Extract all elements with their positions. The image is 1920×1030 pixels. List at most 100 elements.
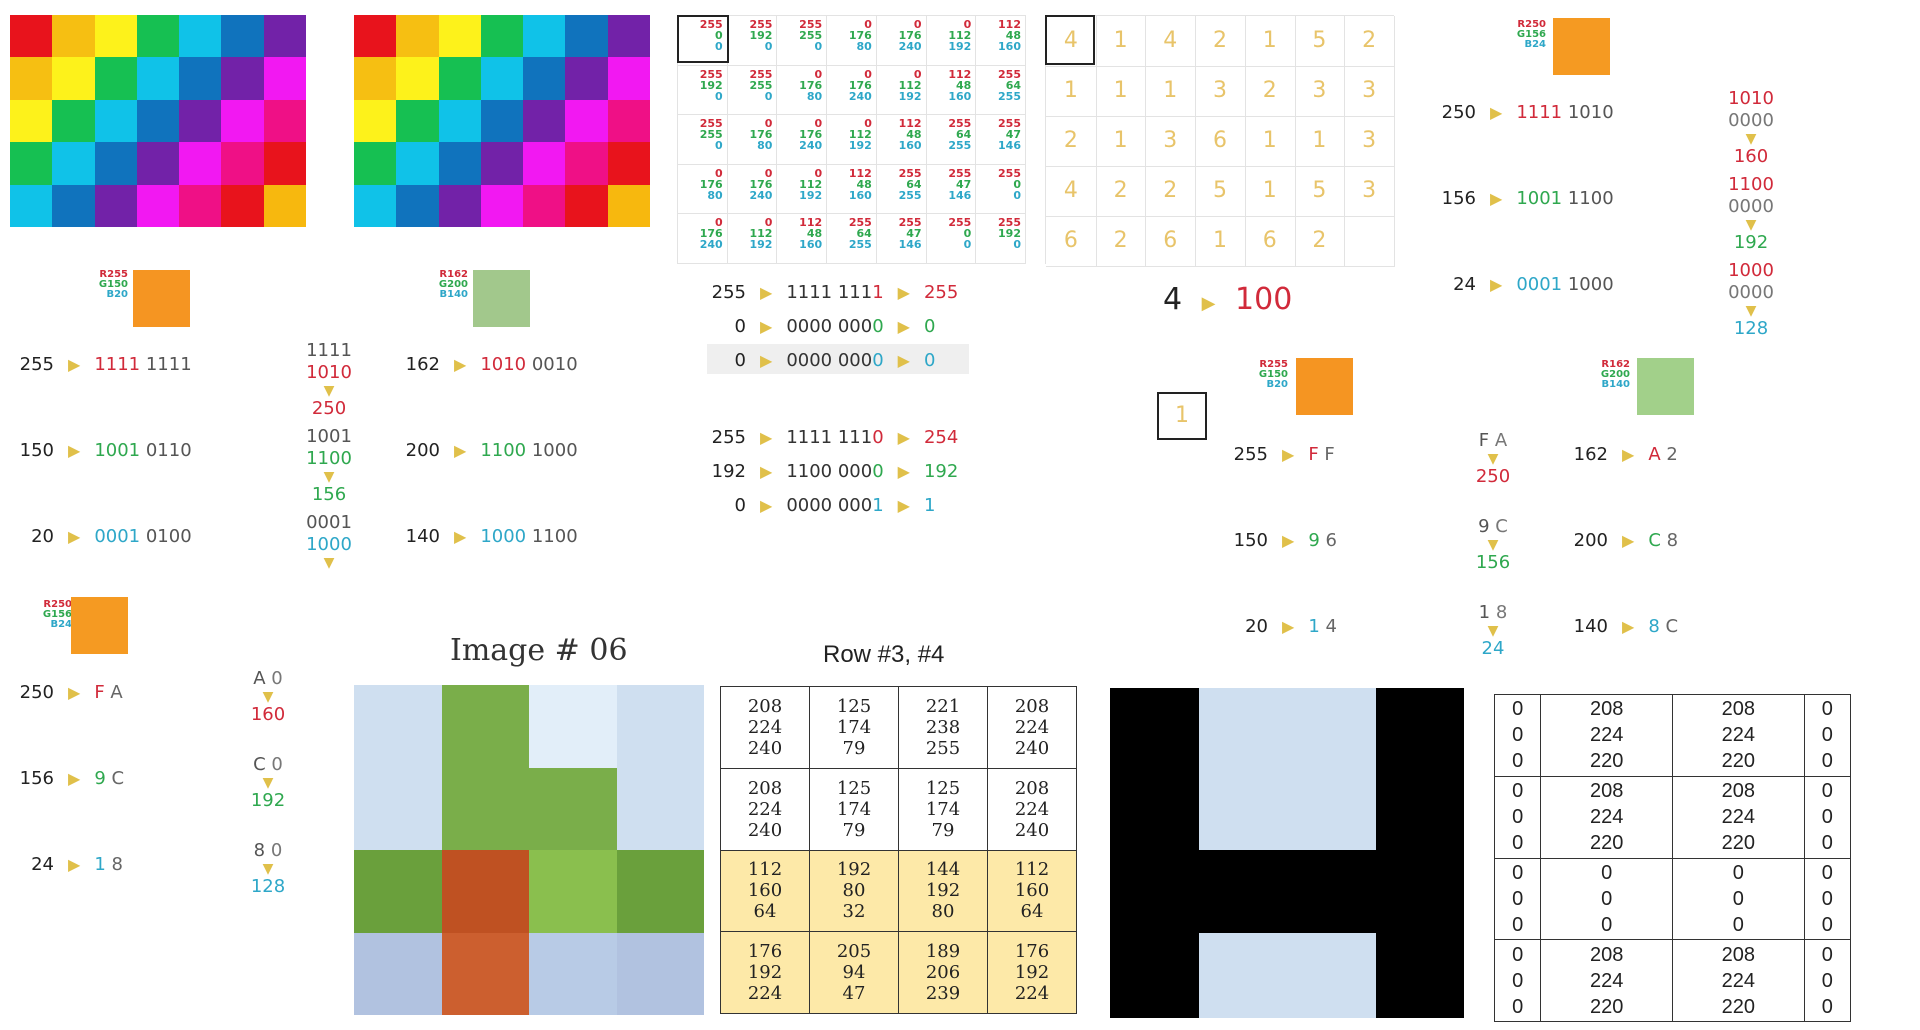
arrow-down-icon: ▼ [262, 689, 274, 705]
pixel [354, 767, 442, 850]
rgb-cell-b: 192 [948, 40, 972, 53]
rgb-cell: 255 47 146 [876, 214, 927, 264]
pixel [529, 767, 617, 850]
rgb-cell: 0 112 192 [727, 214, 778, 264]
hex-row-h: 156 ▶ 9 C [18, 768, 124, 789]
index-cell: 2 [1195, 16, 1246, 67]
row-table-cell: 221 238 255 [898, 686, 988, 769]
arrow-icon: ▶ [897, 462, 910, 481]
stack-src-a: 8 [253, 840, 266, 861]
rgb-cell: 255 47 146 [976, 115, 1026, 165]
stack-src-b: C [1489, 516, 1508, 537]
h-table-row: 0 0 0 208 224 220 208 224 220 0 0 0 [1493, 694, 1852, 777]
index-cell: 3 [1344, 66, 1395, 117]
arrow-down-icon: ▼ [1745, 131, 1757, 147]
rgb-cell-b: 0 [814, 40, 823, 53]
rgb-cell-b: 80 [856, 40, 872, 53]
hex-row-g: 162 ▶ A 2 [1572, 444, 1678, 465]
stack-src-a: 1001 [306, 426, 352, 447]
index-cell: 5 [1195, 166, 1246, 217]
bits-result: 255 [923, 282, 959, 303]
arrow-icon: ▶ [454, 355, 467, 374]
rgb-cell-b: 0 [963, 238, 972, 252]
stack-f: 1 8 ▼ 24 [1448, 602, 1538, 660]
mosaic-cell [523, 142, 566, 185]
mosaic-cell [438, 15, 481, 58]
mosaic-cell [10, 57, 53, 100]
rgb-cell-r: 0 [864, 18, 872, 31]
stack-result: 156 [1475, 552, 1511, 573]
stack-f: 9 C ▼ 156 [1448, 516, 1538, 574]
swatch-label-a: R255 G150 B20 [98, 269, 128, 300]
rgb-cell-g: 48 [1005, 29, 1021, 42]
rgb-cell-r: 0 [764, 166, 773, 180]
bits-last: 1 [872, 495, 884, 516]
hex-high: C [1648, 530, 1661, 551]
rgb-cell-r: 112 [898, 117, 922, 131]
mosaic-cell [565, 15, 608, 58]
rgb-cell-b: 192 [898, 89, 922, 103]
arrow-icon: ▶ [760, 351, 773, 370]
mosaic-cell [52, 15, 95, 58]
row-number: 150 [1233, 530, 1268, 551]
stack-source: 1000 0000 [1706, 260, 1796, 304]
row-number: 0 [734, 316, 746, 337]
stack-src-a: 1010 [1728, 88, 1774, 109]
highlight-strip [707, 344, 969, 374]
h-table-row: 0 0 0 208 224 220 208 224 220 0 0 0 [1493, 939, 1852, 1022]
arrow-icon: ▶ [1490, 189, 1503, 208]
rgb-cell-r: 0 [814, 67, 823, 81]
rgb-cell-g: 64 [856, 227, 872, 241]
bits-result: 192 [923, 461, 959, 482]
rgb-cell-r: 255 [749, 18, 773, 31]
swatch-label-h: R250 G156 B24 [42, 599, 72, 630]
row-table-cell: 112 160 64 [987, 849, 1077, 933]
rgb-cell-b: 240 [848, 89, 872, 103]
stack-source: 1001 1100 [284, 426, 374, 470]
stack-src-b: 1000 [306, 534, 352, 555]
bin-row-e: 156 ▶ 1001 1100 [1440, 188, 1614, 209]
mosaic-cell [136, 57, 180, 100]
rgb-cell-r: 112 [998, 18, 1021, 31]
arrow-down-icon: ▼ [323, 469, 335, 485]
bits-low: 1000 [531, 440, 578, 461]
rgb-cell-g: 176 [848, 78, 872, 92]
row-number: 200 [1573, 530, 1608, 551]
mosaic-cell [354, 57, 397, 100]
bits-prefix: 1100 000 [786, 461, 873, 482]
lsb-row-d: 255 ▶ 1111 1110 ▶ 254 [710, 427, 959, 448]
bits-high: 1111 [94, 354, 141, 375]
index-example-left: 4 [1163, 282, 1183, 317]
pixel [616, 850, 704, 933]
pixel [441, 850, 529, 933]
rgb-cell-b: 255 [898, 188, 922, 202]
h-table-cell: 208 224 220 [1671, 939, 1805, 1022]
index-cell: 1 [1244, 116, 1296, 167]
rgb-cell-r: 112 [799, 216, 823, 230]
row-number: 0 [734, 495, 746, 516]
mosaic-cell [565, 57, 608, 100]
row-table-cell: 176 192 224 [987, 931, 1077, 1014]
rgb-cell-g: 0 [715, 29, 723, 42]
rgb-cell-r: 255 [998, 117, 1021, 131]
index-cell: 1 [1095, 66, 1147, 117]
bits-last: 1 [872, 282, 884, 303]
index-cell: 4 [1145, 16, 1197, 67]
mosaic-cell [263, 57, 306, 100]
mosaic-cell [565, 142, 608, 185]
rgb-cell-r: 0 [864, 117, 872, 131]
rgb-cell-b: 0 [1013, 188, 1021, 202]
mosaic-cell [136, 99, 180, 143]
hex-low: 4 [1319, 616, 1337, 637]
bits-result: 254 [923, 427, 959, 448]
mosaic-cell [607, 99, 650, 143]
mosaic-cell [565, 99, 608, 143]
row-table-cell: 144 192 80 [898, 849, 988, 933]
mosaic-cell [94, 184, 137, 227]
mosaic-cell [136, 142, 180, 185]
mosaic-cell [10, 15, 53, 58]
